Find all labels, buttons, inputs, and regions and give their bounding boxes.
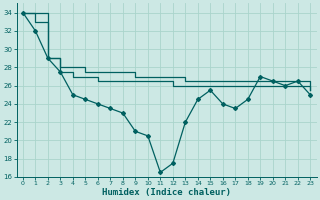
X-axis label: Humidex (Indice chaleur): Humidex (Indice chaleur) <box>102 188 231 197</box>
